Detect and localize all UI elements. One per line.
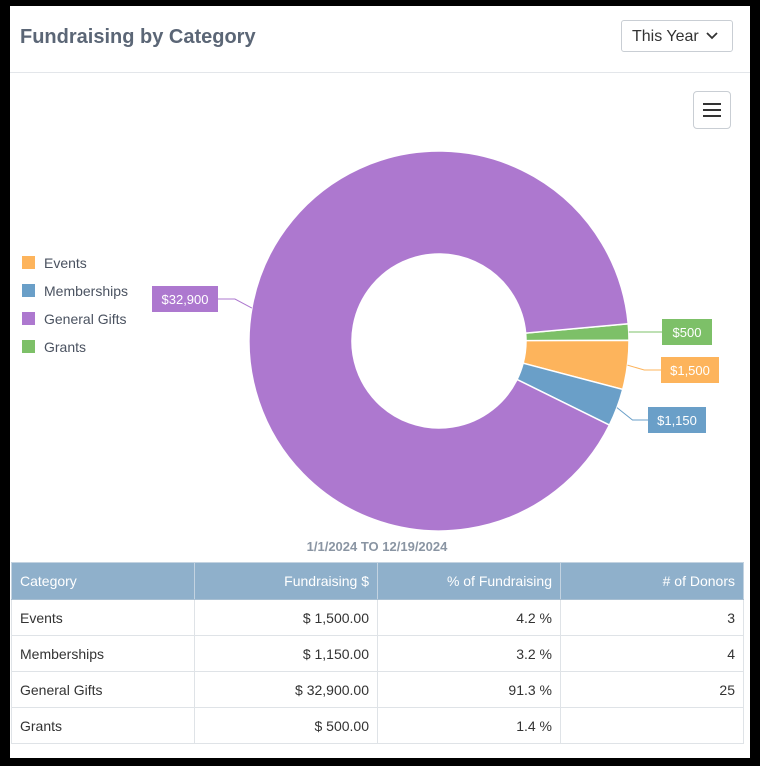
cell-fundraising: $ 32,900.00 [194,671,378,708]
cell-donors: 25 [560,671,744,708]
data-label-box [152,286,218,312]
data-label-connector [616,407,648,421]
date-range-select[interactable]: This Year [621,20,733,52]
legend-label: Grants [44,339,87,355]
donut-chart: $32,900 $500 $1,500 $1,150 [152,150,719,532]
chevron-down-icon [706,32,718,40]
table-row: General Gifts $ 32,900.00 91.3 % 25 [11,671,744,708]
legend-swatch [22,312,35,325]
data-label-connector [627,364,661,371]
cell-fundraising: $ 1,500.00 [194,599,378,636]
chart-menu-button[interactable] [693,91,731,129]
column-header-fundraising[interactable]: Fundraising $ [194,562,378,600]
cell-percent: 91.3 % [377,671,561,708]
legend-swatch [22,340,35,353]
column-header-percent[interactable]: % of Fundraising [377,562,561,600]
data-label-box [662,319,712,345]
legend-label: Memberships [44,283,129,299]
cell-donors [560,707,744,744]
cell-fundraising: $ 1,150.00 [194,635,378,672]
table-row: Grants $ 500.00 1.4 % [11,707,744,744]
column-header-category[interactable]: Category [11,562,195,600]
cell-category: Grants [11,707,195,744]
card-title: Fundraising by Category [20,26,256,48]
fundraising-card: Fundraising by Category This Year Events… [10,6,750,758]
cell-donors: 4 [560,635,744,672]
cell-percent: 1.4 % [377,707,561,744]
card-header: Fundraising by Category This Year [10,6,750,73]
table-row: Memberships $ 1,150.00 3.2 % 4 [11,635,744,672]
hamburger-icon [703,103,721,117]
cell-category: Memberships [11,635,195,672]
cell-percent: 4.2 % [377,599,561,636]
legend-swatch [22,284,35,297]
data-label-general-gifts: $32,900 [162,292,209,307]
legend-swatch [22,256,35,269]
date-range-select-value: This Year [632,28,699,45]
legend-label: Events [44,255,87,271]
cell-category: General Gifts [11,671,195,708]
data-label-events: $1,500 [670,363,710,378]
data-label-box [648,407,706,433]
column-header-donors[interactable]: # of Donors [560,562,744,600]
data-label-grants: $500 [673,325,702,340]
legend-label: General Gifts [44,311,127,327]
cell-percent: 3.2 % [377,635,561,672]
data-label-memberships: $1,150 [657,413,697,428]
table-header-row: Category Fundraising $ % of Fundraising … [11,562,744,600]
donut-slice-general-gifts[interactable] [248,150,630,532]
fundraising-table: Category Fundraising $ % of Fundraising … [11,562,744,744]
data-label-box [661,357,719,383]
table-row: Events $ 1,500.00 4.2 % 3 [11,599,744,636]
cell-category: Events [11,599,195,636]
cell-donors: 3 [560,599,744,636]
data-label-connector [218,298,253,309]
date-range-label: 1/1/2024 TO 12/19/2024 [306,539,448,554]
cell-fundraising: $ 500.00 [194,707,378,744]
